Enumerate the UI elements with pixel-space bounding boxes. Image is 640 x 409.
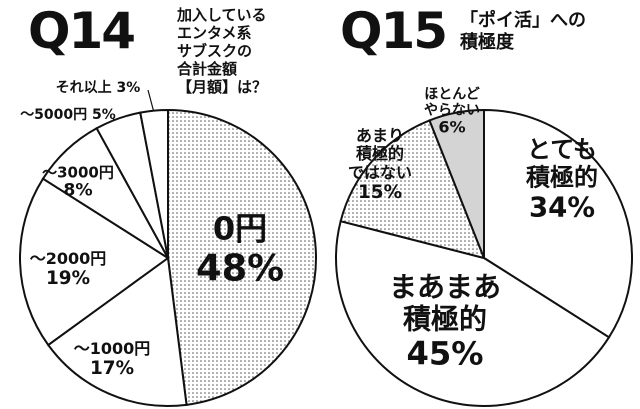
slice-label: まあまあ 積極的 45% (388, 270, 502, 373)
pie-slice (139, 108, 169, 259)
category-label: 0円 (212, 209, 268, 248)
question-number: Q15 (340, 2, 448, 60)
value-label: 45% (406, 334, 484, 373)
pie-slice (167, 108, 317, 406)
slice-label: それ以上 3% (56, 80, 141, 96)
question-number: Q14 (28, 2, 136, 60)
slice-label: 0円 48% (196, 210, 284, 289)
category-label: 〜2000円 (29, 249, 107, 269)
slice-label: 〜1000円 17% (74, 340, 151, 380)
pie-slice (428, 108, 485, 259)
value-label: 3% (116, 79, 141, 96)
category-label: とても 積極的 (526, 135, 598, 192)
category-label: 〜5000円 (20, 106, 88, 123)
pie-slice (46, 256, 188, 407)
slice-label: ほとんど やらない 6% (424, 87, 480, 138)
category-label: あまり 積極的 ではない (347, 125, 413, 182)
pie-slice (339, 119, 486, 260)
category-label: ほとんど やらない (424, 86, 480, 119)
value-label: 48% (195, 246, 285, 290)
value-label: 19% (45, 268, 91, 290)
question-text: 加入している エンタメ系 サブスクの 合計金額 【月額】は？ (177, 6, 268, 96)
value-label: 34% (528, 190, 596, 224)
value-label: 5% (92, 106, 116, 123)
category-label: それ以上 (55, 79, 112, 96)
category-label: 〜3000円 (42, 163, 114, 182)
pie-slice (19, 177, 170, 347)
slice-label: 〜5000円 5% (20, 107, 116, 123)
value-label: 15% (357, 182, 403, 204)
value-label: 17% (89, 358, 135, 380)
category-label: まあまあ 積極的 (388, 270, 502, 336)
category-label: 〜1000円 (73, 339, 151, 359)
value-label: 8% (63, 180, 93, 201)
question-text: 「ポイ活」への 積極度 (460, 10, 586, 53)
slice-label: 〜3000円 8% (42, 164, 114, 201)
slice-label: 〜2000円 19% (30, 250, 107, 290)
value-label: 6% (438, 117, 466, 137)
slice-label: とても 積極的 34% (526, 135, 598, 224)
pie-slice (335, 219, 611, 407)
slice-label: あまり 積極的 ではない 15% (347, 125, 413, 204)
